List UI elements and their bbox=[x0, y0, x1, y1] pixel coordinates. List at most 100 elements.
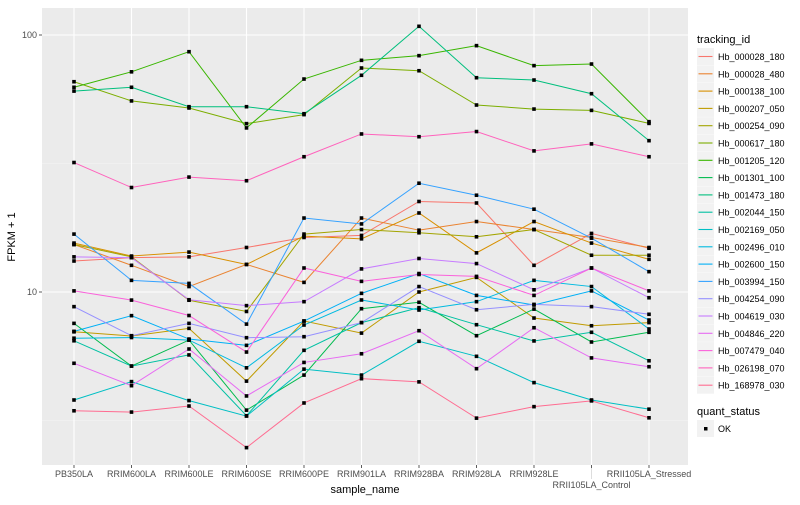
data-point-Hb_000028_480 bbox=[359, 216, 364, 220]
data-point-Hb_001473_180 bbox=[417, 24, 421, 29]
x-tick-label: RRIM928LE bbox=[509, 469, 558, 479]
data-point-Hb_000028_180 bbox=[474, 201, 479, 205]
data-point-Hb_002496_010 bbox=[589, 284, 594, 289]
data-point-Hb_001205_120 bbox=[359, 58, 364, 63]
data-point-Hb_000028_180 bbox=[532, 263, 536, 268]
legend-label: Hb_004254_090 bbox=[718, 294, 785, 304]
data-point-Hb_004846_220 bbox=[244, 394, 249, 398]
legend-item: Hb_000207_050 bbox=[697, 99, 785, 117]
data-point-Hb_002600_150 bbox=[187, 337, 191, 341]
data-point-Hb_168978_030 bbox=[302, 401, 306, 405]
data-point-Hb_003994_150 bbox=[474, 193, 479, 198]
data-point-Hb_002496_010 bbox=[302, 323, 306, 327]
data-point-Hb_000028_180 bbox=[359, 233, 364, 238]
data-point-Hb_002600_150 bbox=[72, 329, 76, 334]
data-point-Hb_004254_090 bbox=[129, 333, 134, 338]
data-point-Hb_001473_180 bbox=[129, 85, 134, 90]
data-point-Hb_168978_030 bbox=[72, 408, 76, 413]
data-point-Hb_000028_180 bbox=[72, 259, 76, 263]
data-point-Hb_168978_030 bbox=[589, 399, 594, 403]
data-point-Hb_004254_090 bbox=[244, 335, 249, 340]
data-point-Hb_000138_100 bbox=[359, 237, 364, 241]
data-point-Hb_026198_070 bbox=[474, 129, 479, 134]
data-point-Hb_001473_180 bbox=[647, 138, 651, 143]
data-point-Hb_001205_120 bbox=[187, 49, 191, 54]
x-tick-label: RRIM901LA bbox=[337, 469, 386, 479]
data-point-Hb_002600_150 bbox=[359, 291, 364, 296]
data-point-Hb_000138_100 bbox=[187, 250, 191, 254]
data-point-Hb_000617_180 bbox=[417, 68, 421, 73]
legend-item: Hb_001205_120 bbox=[697, 151, 785, 169]
x-axis: PB350LA RRIM600LA RRIM600LE RRIM600SE RRIM60… bbox=[55, 465, 691, 490]
shape-legend-title: quant_status bbox=[697, 406, 760, 418]
data-point-Hb_000028_480 bbox=[417, 228, 421, 232]
data-point-Hb_001205_120 bbox=[129, 70, 134, 74]
data-point-Hb_168978_030 bbox=[647, 415, 651, 420]
legend-label: Hb_002169_050 bbox=[718, 225, 785, 235]
data-point-Hb_004254_090 bbox=[589, 304, 594, 309]
data-point-Hb_002496_010 bbox=[417, 308, 421, 312]
x-tick-label: RRIM928BA bbox=[394, 469, 444, 479]
data-point-Hb_001473_180 bbox=[187, 104, 191, 109]
data-point-Hb_004254_090 bbox=[417, 284, 421, 289]
data-point-Hb_026198_070 bbox=[72, 160, 76, 165]
data-point-Hb_000207_050 bbox=[589, 323, 594, 328]
data-point-Hb_168978_030 bbox=[532, 404, 536, 409]
data-point-Hb_002169_050 bbox=[474, 354, 479, 359]
data-point-Hb_000254_090 bbox=[474, 234, 479, 239]
data-point-Hb_000028_180 bbox=[244, 245, 249, 250]
data-point-Hb_001205_120 bbox=[244, 126, 249, 130]
data-point-Hb_004619_030 bbox=[474, 261, 479, 266]
data-point-Hb_000617_180 bbox=[532, 107, 536, 111]
data-point-Hb_001205_120 bbox=[417, 53, 421, 58]
data-point-Hb_001205_120 bbox=[474, 43, 479, 48]
data-point-Hb_002600_150 bbox=[589, 289, 594, 293]
data-point-Hb_026198_070 bbox=[187, 175, 191, 179]
data-point-Hb_002169_050 bbox=[187, 398, 191, 403]
data-point-Hb_000254_090 bbox=[589, 253, 594, 258]
data-point-Hb_007479_040 bbox=[474, 274, 479, 279]
data-point-Hb_000138_100 bbox=[532, 219, 536, 224]
data-point-Hb_026198_070 bbox=[532, 149, 536, 153]
data-point-Hb_001301_100 bbox=[359, 306, 364, 311]
data-point-Hb_004619_030 bbox=[72, 255, 76, 259]
data-point-Hb_002044_150 bbox=[129, 364, 134, 368]
data-point-Hb_000254_090 bbox=[417, 230, 421, 235]
data-point-Hb_004254_090 bbox=[187, 321, 191, 326]
data-point-Hb_000617_180 bbox=[474, 103, 479, 107]
data-point-Hb_000254_090 bbox=[532, 227, 536, 232]
legend-label: Hb_000254_090 bbox=[718, 121, 785, 131]
data-point-Hb_000028_480 bbox=[647, 245, 651, 250]
x-tick-label: RRIM600SE bbox=[221, 469, 271, 479]
data-point-Hb_003994_150 bbox=[129, 278, 134, 283]
data-point-Hb_002600_150 bbox=[302, 319, 306, 323]
data-point-Hb_001473_180 bbox=[359, 73, 364, 78]
shape-legend-label: OK bbox=[718, 424, 731, 434]
data-point-Hb_001473_180 bbox=[244, 104, 249, 109]
data-point-Hb_003994_150 bbox=[589, 236, 594, 240]
data-point-Hb_002044_150 bbox=[302, 348, 306, 353]
data-point-Hb_002600_150 bbox=[129, 313, 134, 318]
legend-item: Hb_000138_100 bbox=[697, 82, 785, 100]
data-point-Hb_000138_100 bbox=[589, 241, 594, 245]
legend-label: Hb_000028_480 bbox=[718, 69, 785, 79]
data-point-Hb_001205_120 bbox=[532, 63, 536, 68]
data-point-Hb_004846_220 bbox=[187, 347, 191, 351]
data-point-Hb_002496_010 bbox=[359, 298, 364, 302]
data-point-Hb_002169_050 bbox=[302, 367, 306, 371]
square-point-icon bbox=[704, 427, 708, 431]
data-point-Hb_000207_050 bbox=[187, 326, 191, 331]
data-point-Hb_000617_180 bbox=[244, 121, 249, 126]
legend-item: Hb_000028_180 bbox=[697, 48, 785, 65]
data-point-Hb_004846_220 bbox=[359, 351, 364, 356]
legend-item: Hb_000254_090 bbox=[697, 117, 785, 135]
data-point-Hb_000028_480 bbox=[187, 284, 191, 289]
legend-label: Hb_000617_180 bbox=[718, 139, 785, 149]
y-axis: 10 100 bbox=[22, 30, 42, 297]
data-point-Hb_007479_040 bbox=[589, 266, 594, 270]
x-tick-label: RRIM928LA bbox=[452, 469, 501, 479]
data-point-Hb_000617_180 bbox=[359, 66, 364, 70]
data-point-Hb_004619_030 bbox=[417, 256, 421, 261]
y-tick-label: 10 bbox=[27, 287, 37, 297]
data-point-Hb_000617_180 bbox=[72, 79, 76, 84]
